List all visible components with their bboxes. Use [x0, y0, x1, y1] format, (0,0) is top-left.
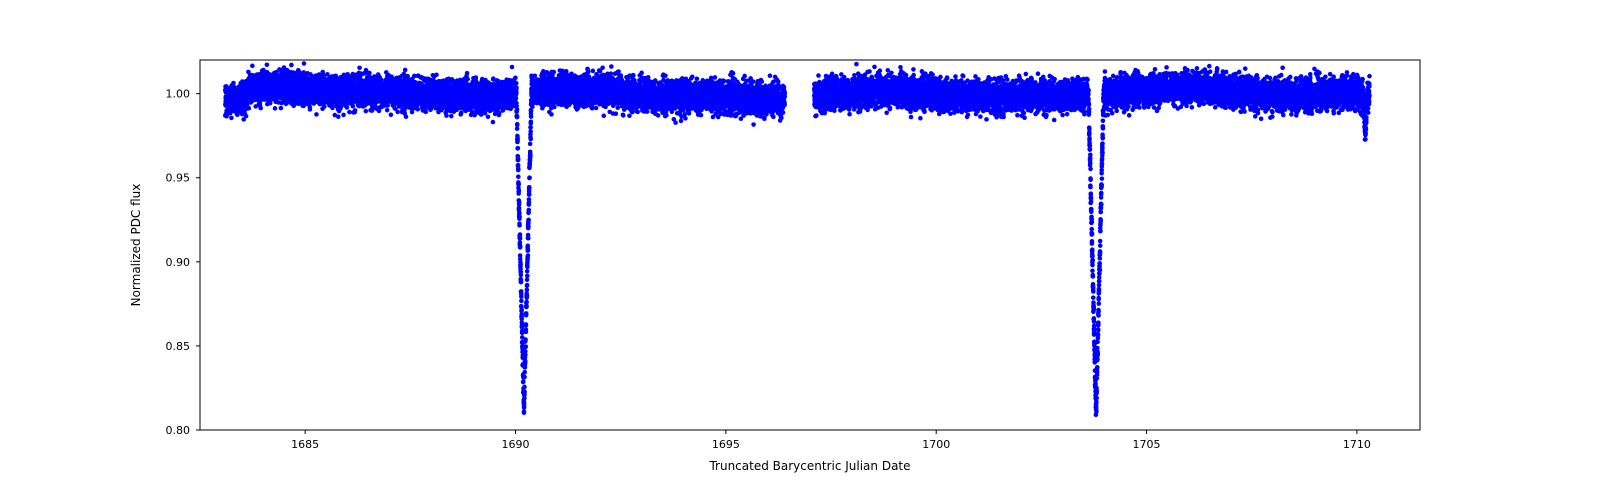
plot-area: [200, 60, 1420, 430]
y-tick-label: 0.85: [166, 340, 191, 353]
x-axis-label: Truncated Barycentric Julian Date: [708, 459, 910, 473]
scatter-series: [223, 61, 1372, 417]
y-tick-label: 0.90: [166, 256, 191, 269]
y-tick-label: 0.80: [166, 424, 191, 437]
y-axis-label: Normalized PDC flux: [129, 184, 143, 307]
x-tick-label: 1695: [712, 438, 740, 451]
y-tick-label: 0.95: [166, 172, 191, 185]
x-tick-label: 1705: [1133, 438, 1161, 451]
x-tick-label: 1690: [502, 438, 530, 451]
x-tick-label: 1685: [291, 438, 319, 451]
y-tick-label: 1.00: [166, 88, 191, 101]
lightcurve-chart: 1685 1690 1695 1700 1705 1710 0.80 0.85 0.90 0.95…: [0, 0, 1600, 500]
x-tick-label: 1700: [922, 438, 950, 451]
x-tick-label: 1710: [1343, 438, 1371, 451]
